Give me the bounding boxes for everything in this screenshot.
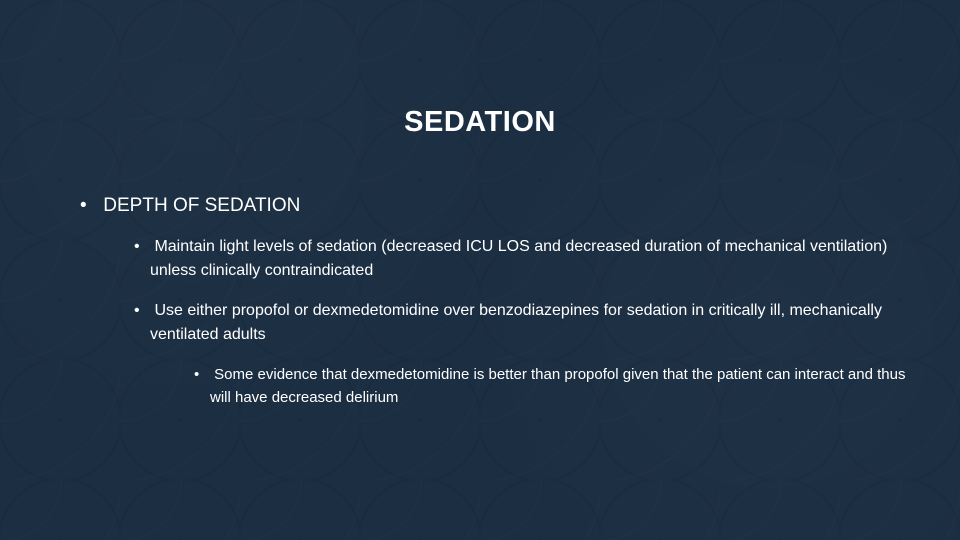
bullet-list-level2: Maintain light levels of sedation (decre…: [134, 235, 920, 409]
bullet-l3-0-text: Some evidence that dexmedetomidine is be…: [210, 366, 905, 406]
bullet-list-level1: DEPTH OF SEDATION Maintain light levels …: [80, 195, 920, 409]
bullet-l2-0: Maintain light levels of sedation (decre…: [134, 235, 914, 283]
slide: SEDATION DEPTH OF SEDATION Maintain ligh…: [0, 0, 960, 540]
bullet-l1-0-text: DEPTH OF SEDATION: [103, 195, 300, 216]
bullet-l2-0-text: Maintain light levels of sedation (decre…: [150, 238, 887, 279]
bullet-l2-1: Use either propofol or dexmedetomidine o…: [134, 299, 914, 409]
bullet-l2-1-text: Use either propofol or dexmedetomidine o…: [150, 302, 882, 343]
bullet-list-level3: Some evidence that dexmedetomidine is be…: [194, 363, 914, 409]
bullet-l1-0: DEPTH OF SEDATION Maintain light levels …: [80, 195, 920, 409]
slide-title: SEDATION: [0, 106, 960, 139]
bullet-l3-0: Some evidence that dexmedetomidine is be…: [194, 363, 914, 409]
